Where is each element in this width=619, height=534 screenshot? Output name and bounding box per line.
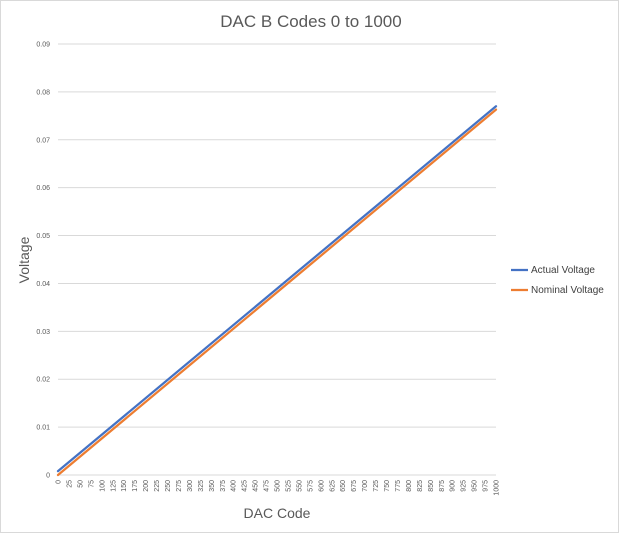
y-axis-title: Voltage [16,236,32,283]
series-line-actual-voltage [56,105,498,473]
x-tick-label: 725 [373,480,380,492]
x-tick-label: 100 [99,480,106,492]
x-tick-label: 525 [285,480,292,492]
x-tick-label: 800 [406,480,413,492]
y-axis-ticks: 0 0.01 0.02 0.03 0.04 0.05 0.06 0.07 0.08 0.09 [36,42,50,480]
legend-label: Actual Voltage [531,265,595,276]
y-tick-label: 0.01 [36,425,50,432]
x-tick-label: 75 [88,480,95,488]
x-tick-label: 850 [428,480,435,492]
x-tick-label: 500 [275,480,282,492]
x-tick-label: 325 [198,480,205,492]
x-tick-label: 425 [242,480,249,492]
x-tick-label: 550 [296,480,303,492]
gridlines [58,43,496,476]
x-tick-label: 750 [384,480,391,492]
x-tick-label: 175 [132,480,139,492]
y-tick-label: 0.09 [36,42,50,49]
x-tick-label: 350 [209,480,216,492]
y-tick-label: 0.06 [36,185,50,192]
x-tick-label: 475 [264,480,271,492]
x-tick-label: 775 [395,480,402,492]
x-axis-title: DAC Code [244,505,311,521]
x-tick-label: 275 [176,480,183,492]
x-axis-ticks: 0 25 50 75 100 125 150 175 200 225 250 275 300 325 350… [56,480,501,496]
x-tick-label: 150 [121,480,128,492]
x-tick-label: 975 [483,480,490,492]
x-tick-label: 700 [362,480,369,492]
x-tick-label: 575 [307,480,314,492]
y-tick-label: 0.07 [36,137,50,144]
x-tick-label: 200 [143,480,150,492]
legend: Actual Voltage Nominal Voltage [511,265,604,296]
x-tick-label: 125 [110,480,117,492]
chart-title: DAC B Codes 0 to 1000 [220,12,401,31]
x-tick-label: 875 [439,480,446,492]
x-tick-label: 50 [77,480,84,488]
x-tick-label: 900 [450,480,457,492]
x-tick-label: 650 [340,480,347,492]
y-tick-label: 0.08 [36,89,50,96]
x-tick-label: 375 [220,480,227,492]
x-tick-label: 0 [56,480,63,484]
x-tick-label: 625 [329,480,336,492]
x-tick-label: 600 [318,480,325,492]
x-tick-label: 225 [154,480,161,492]
x-tick-label: 925 [461,480,468,492]
x-tick-label: 1000 [494,480,501,496]
x-tick-label: 300 [187,480,194,492]
y-tick-label: 0.04 [36,281,50,288]
series-line-nominal-voltage [56,108,498,477]
x-tick-label: 825 [417,480,424,492]
x-tick-label: 450 [253,480,260,492]
x-tick-label: 400 [231,480,238,492]
x-tick-label: 25 [66,480,73,488]
x-tick-label: 250 [165,480,172,492]
legend-label: Nominal Voltage [531,285,604,296]
y-tick-label: 0.02 [36,377,50,384]
y-tick-label: 0 [46,473,50,480]
x-tick-label: 675 [351,480,358,492]
x-tick-label: 950 [472,480,479,492]
y-tick-label: 0.03 [36,329,50,336]
y-tick-label: 0.05 [36,233,50,240]
series-lines [56,105,498,477]
